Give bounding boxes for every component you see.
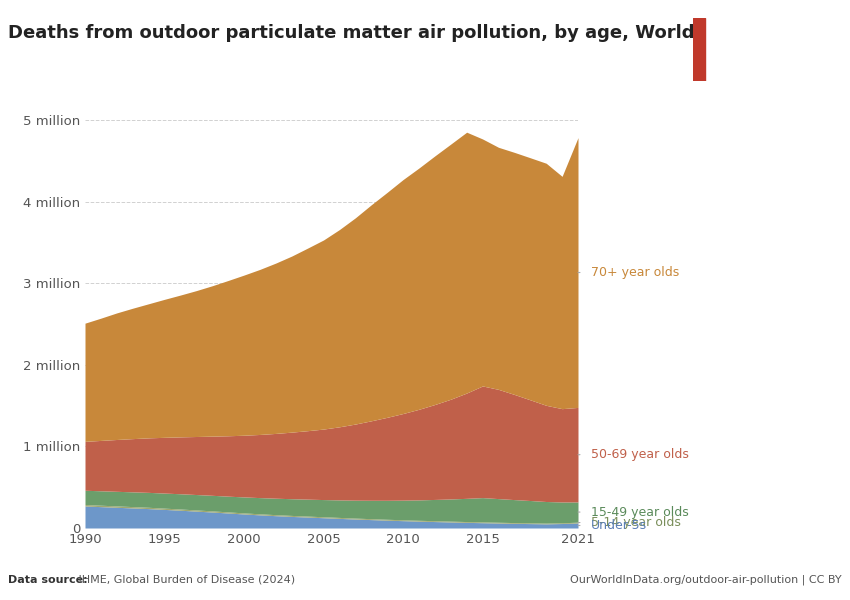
Text: in Data: in Data [711, 58, 753, 68]
Text: IHME, Global Burden of Disease (2024): IHME, Global Burden of Disease (2024) [75, 575, 295, 585]
Text: Data source:: Data source: [8, 575, 88, 585]
Text: Under-5s: Under-5s [591, 519, 647, 532]
Text: 70+ year olds: 70+ year olds [591, 266, 679, 279]
Text: 15-49 year olds: 15-49 year olds [591, 506, 689, 518]
Text: 50-69 year olds: 50-69 year olds [591, 448, 689, 461]
Text: Deaths from outdoor particulate matter air pollution, by age, World: Deaths from outdoor particulate matter a… [8, 24, 695, 42]
Text: OurWorldInData.org/outdoor-air-pollution | CC BY: OurWorldInData.org/outdoor-air-pollution… [570, 575, 842, 585]
Bar [693, 18, 706, 81]
Text: 5-14 year olds: 5-14 year olds [591, 516, 681, 529]
Text: Our World: Our World [711, 33, 770, 43]
